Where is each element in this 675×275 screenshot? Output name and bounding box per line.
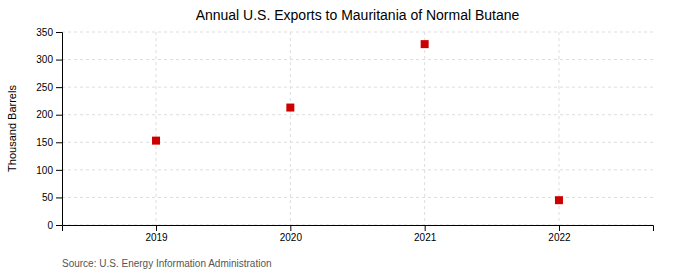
tick: 50 — [42, 192, 62, 203]
source: Source: U.S. Energy Information Administ… — [62, 258, 272, 269]
grid-line — [558, 32, 559, 225]
grid-line — [290, 32, 291, 225]
tick-label: 350 — [36, 27, 53, 38]
grid-line — [62, 169, 653, 170]
grid-line — [156, 32, 157, 225]
y-axis: 0 50 100 150 200 250 300 350 — [36, 27, 62, 231]
tick-mark — [56, 32, 62, 33]
tick-mark — [56, 170, 62, 171]
tick-label: 250 — [36, 82, 53, 93]
tick-mark — [56, 142, 62, 143]
tick: 350 — [36, 27, 62, 38]
grid — [62, 32, 653, 225]
x-axis: 2019 2020 2021 2022 — [63, 225, 654, 243]
tick-mark — [56, 60, 62, 61]
tick-label: 2021 — [414, 232, 437, 243]
tick-mark — [56, 197, 62, 198]
tick-label: 100 — [36, 165, 53, 176]
point — [152, 137, 160, 145]
grid-line — [62, 114, 653, 115]
grid-line — [62, 87, 653, 88]
point — [421, 40, 429, 48]
marks — [152, 40, 563, 204]
axis-line — [63, 226, 654, 232]
title: Annual U.S. Exports to Mauritania of Nor… — [196, 7, 520, 23]
tick-label: 150 — [36, 137, 53, 148]
grid-line — [424, 32, 425, 225]
tick-label: 2022 — [548, 232, 571, 243]
tick-mark — [56, 225, 62, 226]
grid-line — [62, 59, 653, 60]
tick: 100 — [36, 165, 62, 176]
point — [555, 196, 563, 204]
plot: 2019 2020 2021 2022 0 50 100 150 200 250 300 350 — [36, 27, 653, 243]
tick-mark — [559, 225, 560, 231]
grid-line — [62, 197, 653, 198]
tick: 150 — [36, 137, 62, 148]
point — [286, 104, 294, 112]
tick: 2022 — [548, 225, 571, 243]
tick: 200 — [36, 109, 62, 120]
tick: 2019 — [145, 225, 168, 243]
tick-mark — [425, 225, 426, 231]
grid-line — [62, 142, 653, 143]
tick: 300 — [36, 54, 62, 65]
y-axis-title: Thousand Barrels — [6, 85, 18, 172]
tick-mark — [290, 225, 291, 231]
tick-label: 50 — [42, 192, 54, 203]
tick-mark — [56, 115, 62, 116]
tick: 2020 — [280, 225, 303, 243]
tick-mark — [56, 87, 62, 88]
tick: 0 — [47, 220, 62, 231]
grid-line — [62, 32, 653, 33]
tick-label: 0 — [47, 220, 53, 231]
axis-line — [56, 33, 63, 226]
chart: 2019 2020 2021 2022 0 50 100 150 200 250 300 350 Ann… — [0, 0, 675, 275]
tick: 250 — [36, 82, 62, 93]
tick-label: 2020 — [280, 232, 303, 243]
tick-label: 2019 — [145, 232, 168, 243]
tick: 2021 — [414, 225, 437, 243]
tick-label: 200 — [36, 109, 53, 120]
tick-mark — [156, 225, 157, 231]
tick-label: 300 — [36, 54, 53, 65]
